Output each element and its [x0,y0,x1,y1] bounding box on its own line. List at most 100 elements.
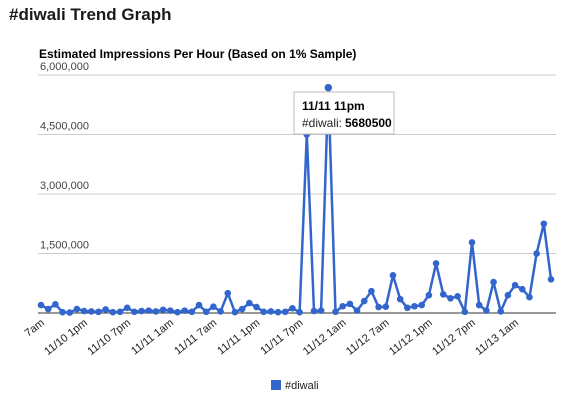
data-point[interactable] [504,291,512,299]
data-point[interactable] [210,303,217,310]
data-point[interactable] [217,308,224,315]
x-tick-label: 11/12 1pm [387,317,435,358]
data-point[interactable] [238,305,246,313]
data-point[interactable] [511,281,519,289]
data-point[interactable] [246,299,253,307]
data-point[interactable] [274,308,282,316]
data-point[interactable] [80,307,88,315]
data-point[interactable] [461,308,469,316]
data-point[interactable] [447,295,454,302]
data-point[interactable] [346,300,354,308]
data-point[interactable] [389,272,397,279]
x-tick-label: 11/11 7pm [258,317,305,357]
data-point[interactable] [166,307,174,314]
data-point[interactable] [404,304,411,312]
data-point[interactable] [37,301,45,309]
data-point[interactable] [231,308,239,316]
data-point[interactable] [497,308,505,315]
data-point[interactable] [526,293,533,301]
legend-label: #diwali [285,380,319,392]
data-point[interactable] [66,309,74,316]
data-point[interactable] [131,308,138,316]
data-point[interactable] [52,300,59,308]
data-point[interactable] [174,308,181,316]
x-tick-label: 7am [23,317,47,340]
data-point[interactable] [339,302,346,310]
data-point[interactable] [59,308,66,316]
data-point[interactable] [202,308,210,316]
x-tick-label: 11/10 1pm [42,317,90,358]
data-point[interactable] [253,303,260,311]
y-tick-label: 1,500,000 [40,240,89,252]
data-point[interactable] [454,293,461,300]
data-point[interactable] [425,291,433,299]
data-point[interactable] [540,220,548,228]
chart-title: Estimated Impressions Per Hour (Based on… [39,47,357,61]
x-tick-label: 11/12 1am [301,317,349,358]
data-point[interactable] [188,308,196,316]
data-point[interactable] [152,308,160,315]
tooltip-box [293,91,395,135]
data-point[interactable] [382,303,390,310]
data-point[interactable] [490,278,497,286]
legend-swatch [271,380,281,390]
series-points[interactable] [37,82,555,316]
data-point[interactable] [181,307,188,314]
data-point[interactable] [296,308,303,316]
data-point[interactable] [195,301,203,309]
data-point[interactable] [224,289,232,297]
x-tick-label: 11/12 7am [344,317,392,358]
y-tick-label: 3,000,000 [40,180,89,192]
y-axis-ticks: 6,000,000 4,500,000 3,000,000 1,500,000 [40,61,89,252]
legend[interactable]: #diwali [271,380,319,392]
page-title: #diwali Trend Graph [9,5,172,24]
x-tick-label: 11/13 1am [473,317,521,358]
data-point[interactable] [87,308,95,315]
data-point[interactable] [332,308,339,316]
x-tick-label: 11/10 7pm [85,317,133,358]
y-tick-label: 4,500,000 [40,121,89,133]
data-point[interactable] [267,308,275,315]
data-point[interactable] [317,307,325,314]
data-point[interactable] [518,285,526,293]
data-point[interactable] [102,306,109,313]
data-point[interactable] [483,307,490,314]
x-tick-label: 11/11 1am [129,317,176,357]
data-point[interactable] [411,302,418,310]
data-point[interactable] [116,308,124,316]
data-point[interactable] [44,305,52,313]
data-point[interactable] [396,295,404,303]
data-point[interactable] [418,301,426,309]
data-point[interactable] [475,301,483,309]
x-tick-label: 11/12 7pm [430,317,478,358]
data-point[interactable] [432,260,440,267]
tooltip: 11/11 11pm #diwali: 5680500 [293,91,395,135]
data-point[interactable] [360,297,368,305]
highlighted-data-point[interactable] [323,82,334,93]
data-point[interactable] [375,303,382,311]
data-point[interactable] [123,304,131,312]
data-point[interactable] [281,308,289,316]
tooltip-title: 11/11 11pm [302,99,365,113]
x-tick-label: 11/11 7am [172,317,219,357]
data-point[interactable] [159,306,167,314]
data-point[interactable] [260,308,267,316]
data-point[interactable] [353,307,361,314]
data-point[interactable] [547,275,555,283]
data-point[interactable] [533,250,540,257]
data-point[interactable] [73,305,81,313]
data-point[interactable] [310,307,318,315]
data-point[interactable] [138,307,145,315]
y-tick-label: 6,000,000 [40,61,89,73]
data-point[interactable] [439,291,447,298]
data-point[interactable] [468,239,476,246]
data-point[interactable] [109,308,117,316]
gridlines [38,74,556,254]
tooltip-value: 5680500 [345,116,392,130]
data-point[interactable] [368,287,375,295]
data-point[interactable] [95,308,102,316]
data-point[interactable] [145,307,153,314]
data-point[interactable] [289,304,296,312]
